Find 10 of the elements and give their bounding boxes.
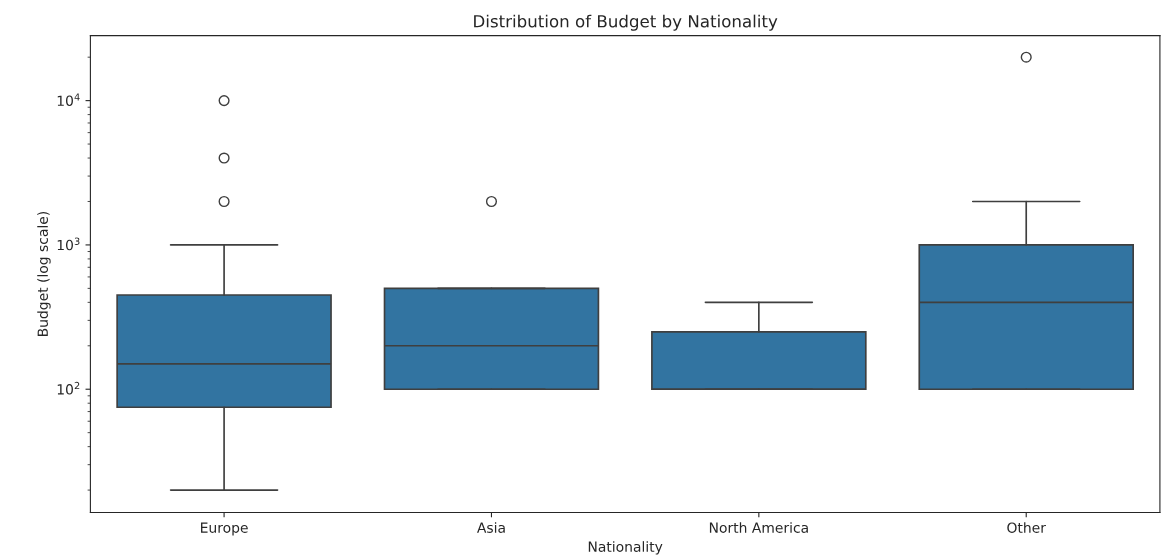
x-axis-title: Nationality [588, 541, 663, 555]
y-axis-title: Budget (log scale) [37, 211, 51, 336]
y-tick-label: 10$^{3}$ [57, 237, 80, 251]
y-tick-label: 10$^{4}$ [57, 93, 80, 106]
x-tick-label: Asia [477, 522, 505, 533]
x-tick-label: North America [709, 522, 808, 533]
y-tick-label: 10$^{2}$ [57, 381, 80, 395]
x-tick-label: Europe [201, 522, 248, 536]
x-tick-label: Other [1007, 522, 1046, 533]
chart-title: Distribution of Budget by Nationality [474, 14, 778, 31]
